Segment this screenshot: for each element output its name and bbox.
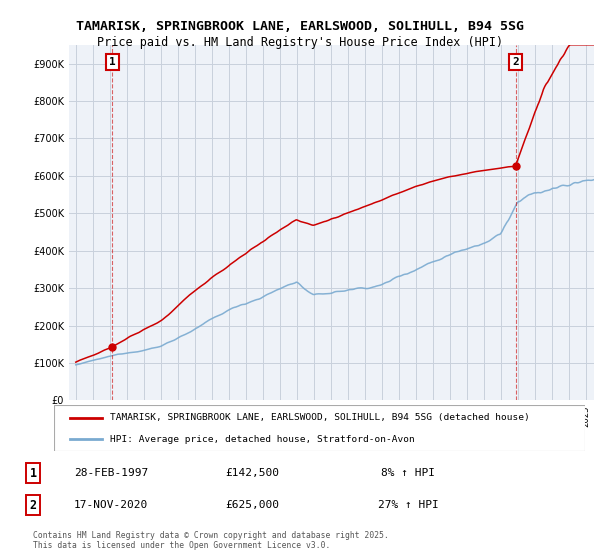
Text: 1: 1 [29, 466, 37, 480]
Text: 27% ↑ HPI: 27% ↑ HPI [377, 500, 439, 510]
Text: HPI: Average price, detached house, Stratford-on-Avon: HPI: Average price, detached house, Stra… [110, 435, 415, 444]
Text: 8% ↑ HPI: 8% ↑ HPI [381, 468, 435, 478]
Text: 2: 2 [512, 57, 519, 67]
Text: TAMARISK, SPRINGBROOK LANE, EARLSWOOD, SOLIHULL, B94 5SG: TAMARISK, SPRINGBROOK LANE, EARLSWOOD, S… [76, 20, 524, 32]
Text: 28-FEB-1997: 28-FEB-1997 [74, 468, 148, 478]
Text: Price paid vs. HM Land Registry's House Price Index (HPI): Price paid vs. HM Land Registry's House … [97, 36, 503, 49]
Text: £625,000: £625,000 [225, 500, 279, 510]
Text: 1: 1 [109, 57, 116, 67]
FancyBboxPatch shape [54, 405, 585, 451]
Text: 2: 2 [29, 498, 37, 512]
Text: Contains HM Land Registry data © Crown copyright and database right 2025.
This d: Contains HM Land Registry data © Crown c… [33, 530, 389, 550]
Text: TAMARISK, SPRINGBROOK LANE, EARLSWOOD, SOLIHULL, B94 5SG (detached house): TAMARISK, SPRINGBROOK LANE, EARLSWOOD, S… [110, 413, 530, 422]
Text: 17-NOV-2020: 17-NOV-2020 [74, 500, 148, 510]
Text: £142,500: £142,500 [225, 468, 279, 478]
